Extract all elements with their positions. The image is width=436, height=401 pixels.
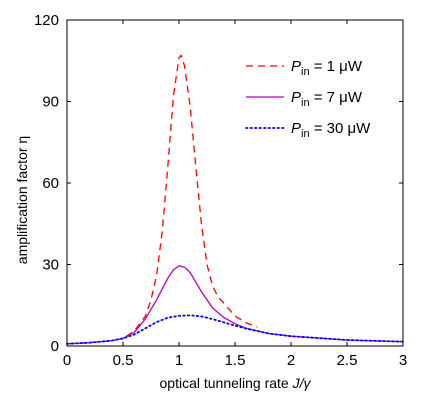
x-tick-label: 0	[63, 352, 71, 369]
series-line-3	[66, 314, 404, 345]
y-tick-label: 60	[42, 175, 59, 192]
legend-label-2: Pin = 7 μW	[291, 89, 363, 109]
x-tick-label: 1.5	[225, 352, 246, 369]
series-line-1	[66, 54, 258, 345]
x-tick-label: 0.5	[113, 352, 134, 369]
x-axis-label-variable: J/γ	[292, 375, 312, 391]
y-tick-label: 90	[42, 94, 59, 111]
y-tick-label: 30	[42, 257, 59, 274]
legend-label-1: Pin = 1 μW	[291, 58, 363, 78]
x-tick-label: 1	[175, 352, 183, 369]
legend-label-3: Pin = 30 μW	[291, 120, 371, 140]
plot-area	[66, 54, 404, 345]
legend: Pin = 1 μW Pin = 7 μW Pin = 30 μW	[245, 58, 371, 140]
x-tick-label: 2.5	[337, 352, 358, 369]
x-tick-label: 2	[287, 352, 295, 369]
series-line-2	[66, 265, 404, 345]
x-tick-label: 3	[399, 352, 407, 369]
x-axis-label: optical tunneling rate J/γ	[160, 375, 312, 391]
y-tick-label: 120	[34, 12, 59, 29]
x-axis-label-text: optical tunneling rate	[160, 375, 293, 391]
y-axis-label: amplification factor η	[14, 136, 30, 264]
y-tick-label: 0	[51, 338, 59, 355]
